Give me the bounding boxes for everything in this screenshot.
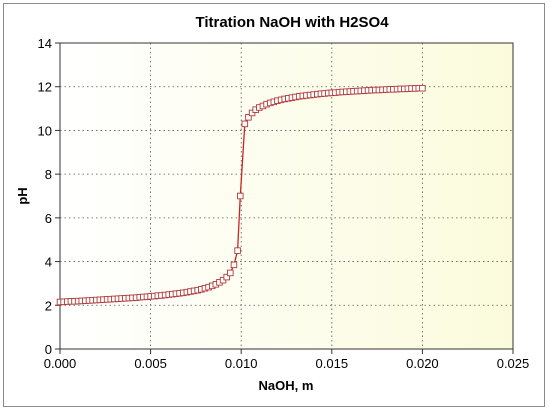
y-tick-label: 14 xyxy=(38,36,52,51)
data-point-marker xyxy=(227,269,234,277)
x-tick-label: 0.020 xyxy=(406,356,439,371)
data-point-marker xyxy=(234,247,241,254)
x-tick-label: 0.015 xyxy=(316,356,349,371)
y-tick-label: 2 xyxy=(45,298,52,313)
x-axis-title: NaOH, m xyxy=(259,378,314,393)
x-tick-label: 0.005 xyxy=(134,356,167,371)
data-point-marker xyxy=(419,84,426,92)
y-tick-label: 6 xyxy=(45,211,52,226)
y-axis-title: pH xyxy=(15,187,30,204)
axis-ticks: 0.000 0.005 0.010 0.015 0.020 0.025 0 2 4 6 8 10 12 1… xyxy=(38,36,530,371)
titration-chart: Titration NaOH with H2SO4 0.000 0.005 0.01… xyxy=(15,14,530,393)
x-tick-label: 0.010 xyxy=(225,356,258,371)
data-point-marker xyxy=(241,120,249,128)
chart-frame: Titration NaOH with H2SO4 0.000 0.005 0.01… xyxy=(3,3,545,407)
y-tick-label: 0 xyxy=(45,342,52,357)
y-tick-label: 8 xyxy=(45,167,52,182)
data-point-marker xyxy=(223,273,230,281)
data-point-marker xyxy=(248,109,256,117)
x-tick-label: 0.025 xyxy=(497,356,530,371)
y-tick-label: 4 xyxy=(45,255,52,270)
chart-title: Titration NaOH with H2SO4 xyxy=(195,14,389,31)
x-tick-label: 0.000 xyxy=(44,356,77,371)
data-point-marker xyxy=(245,114,252,121)
data-point-marker xyxy=(230,261,238,269)
y-tick-label: 12 xyxy=(38,80,52,95)
y-tick-label: 10 xyxy=(38,123,52,138)
series-layer xyxy=(56,84,426,306)
data-point-marker xyxy=(237,192,244,200)
plot-area xyxy=(59,42,514,350)
